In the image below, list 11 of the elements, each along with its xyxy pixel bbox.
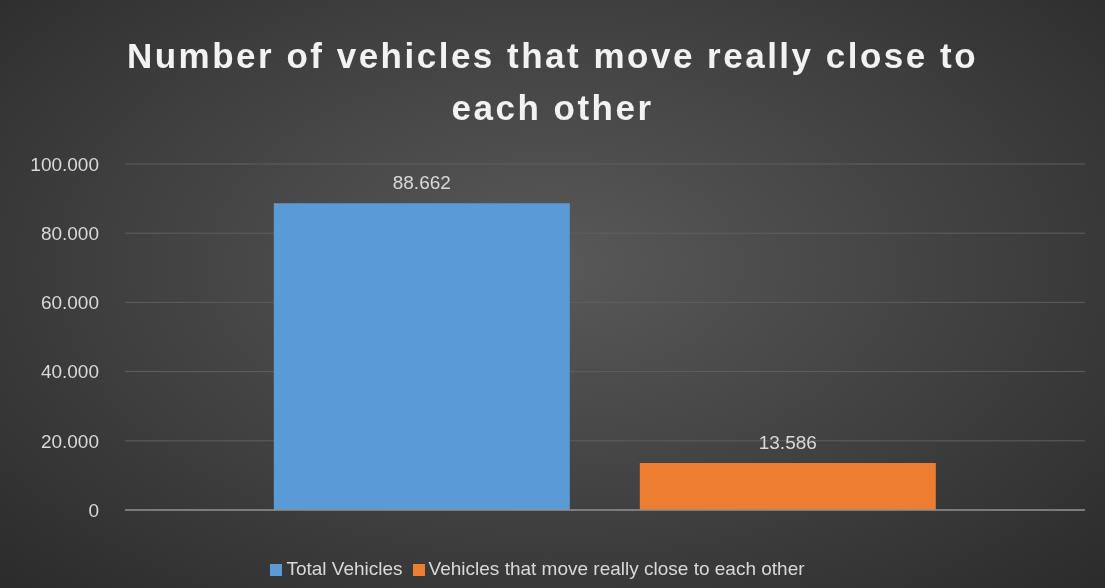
y-tick-label: 60.000 — [40, 292, 99, 314]
data-label: 13.586 — [758, 431, 817, 453]
y-tick-label: 100.000 — [30, 153, 99, 175]
data-label: 88.662 — [392, 172, 451, 194]
chart-title: Number of vehicles that move really close to each other — [125, 35, 980, 129]
y-tick-label: 20.000 — [40, 430, 99, 452]
legend-label: Vehicles that move really close to each other — [428, 558, 805, 579]
y-tick-label: 0 — [88, 499, 99, 521]
y-tick-label: 40.000 — [40, 361, 99, 383]
y-tick-label: 80.000 — [40, 222, 99, 244]
legend-label: Total Vehicles — [286, 558, 403, 579]
